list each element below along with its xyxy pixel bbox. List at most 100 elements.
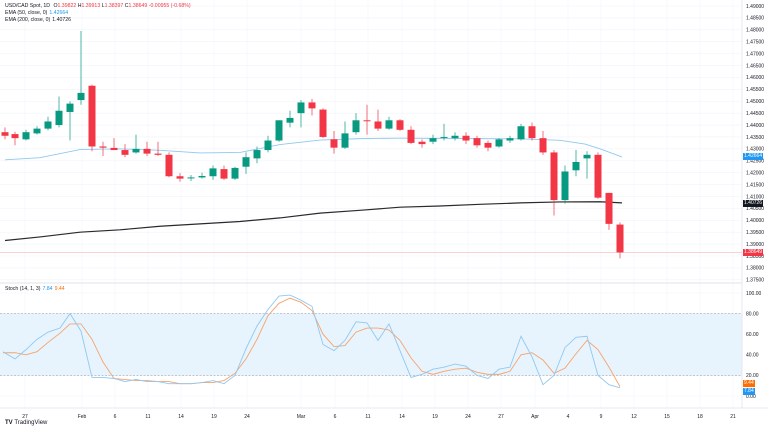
candlestick-series xyxy=(1,31,624,259)
price-tick-label: 1.37500 xyxy=(746,278,764,284)
price-tick-label: 1.41500 xyxy=(746,182,764,188)
candle-body xyxy=(451,135,459,139)
stoch-d-line xyxy=(3,297,621,387)
price-tick-label: 1.40000 xyxy=(746,218,764,224)
candle-body xyxy=(374,121,382,129)
candle-body xyxy=(132,148,140,153)
time-tick-label: 4 xyxy=(567,414,570,420)
candle-body xyxy=(99,146,107,148)
time-tick-label: 24 xyxy=(244,414,250,420)
candle-body xyxy=(264,140,272,151)
ema200-legend[interactable]: EMA (200, close, 0) 1.40726 xyxy=(5,17,71,24)
time-axis[interactable]: 27 Feb 6 11 14 19 24 Mar 6 11 14 19 24 27 Apr 4 9 12 15 18 2… xyxy=(22,414,736,420)
candle-body xyxy=(550,152,558,201)
candle-body xyxy=(396,120,404,130)
price-tick-label: 1.42000 xyxy=(746,170,764,176)
price-tick-label: 1.38500 xyxy=(746,254,764,260)
candle-body xyxy=(275,120,283,141)
candle-body xyxy=(77,92,85,101)
stoch-d-value: 9.44 xyxy=(54,286,65,292)
stoch-k-tag: 7.84 xyxy=(743,388,755,396)
price-tick-label: 1.44500 xyxy=(746,111,764,117)
candle-body xyxy=(33,128,41,134)
price-tick-label: 1.48000 xyxy=(746,28,764,34)
time-tick-label: 6 xyxy=(334,414,337,420)
candle-body xyxy=(517,126,525,140)
stoch-tick-label: 60.00 xyxy=(746,332,759,338)
candle-body xyxy=(22,132,30,140)
ema200-price-tag: 1.40726 xyxy=(743,199,764,207)
time-tick-label: 11 xyxy=(365,414,370,420)
time-tick-label: 24 xyxy=(465,414,471,420)
stoch-legend[interactable]: Stoch (14, 1, 3) 7.84 9.44 xyxy=(5,286,65,293)
price-tick-label: 1.46000 xyxy=(746,75,764,81)
time-tick-label: Apr xyxy=(531,414,539,420)
candle-body xyxy=(385,120,393,129)
candle-body xyxy=(187,177,195,179)
candle-body xyxy=(44,121,52,129)
candle-body xyxy=(231,167,239,179)
candle-body xyxy=(440,136,448,138)
price-tick-label: 1.47000 xyxy=(746,51,764,57)
candle-body xyxy=(154,153,162,155)
candle-body xyxy=(506,138,514,141)
candle-body xyxy=(66,103,74,112)
ema50-value: 1.42664 xyxy=(49,10,69,16)
time-tick-label: 18 xyxy=(697,414,703,420)
stoch-tick-label: 20.00 xyxy=(746,373,759,379)
candle-body xyxy=(308,102,316,109)
stoch-k-line xyxy=(2,294,621,389)
candle-body xyxy=(528,126,536,139)
candle-body xyxy=(242,157,250,167)
ema50-price-tag: 1.42664 xyxy=(743,153,764,161)
candle-body xyxy=(297,102,305,114)
ema200-label: EMA (200, close, 0) xyxy=(5,17,51,23)
candle-body xyxy=(330,139,338,148)
time-tick-label: Feb xyxy=(78,414,87,420)
stoch-overbought-oversold-band xyxy=(0,313,742,376)
price-tick-label: 1.45000 xyxy=(746,99,764,105)
stoch-label: Stoch (14, 1, 3) xyxy=(5,286,41,292)
candle-body xyxy=(198,176,206,178)
price-tick-label: 1.46500 xyxy=(746,63,764,69)
time-tick-label: 11 xyxy=(145,414,150,420)
price-tick-label: 1.43500 xyxy=(746,135,764,141)
stoch-k-value: 7.84 xyxy=(42,286,53,292)
candle-body xyxy=(1,132,9,136)
price-tick-label: 1.45500 xyxy=(746,87,764,93)
tradingview-logo[interactable]: TV TradingView xyxy=(5,420,47,426)
stoch-tick-label: 100.00 xyxy=(746,291,762,297)
last-price-tag: 1.38649 xyxy=(743,248,764,256)
candle-body xyxy=(253,150,261,159)
candle-body xyxy=(121,150,129,155)
tradingview-logo-mark-icon: TV xyxy=(5,420,13,426)
candle-body xyxy=(583,154,591,159)
candle-body xyxy=(55,110,63,126)
candle-body xyxy=(594,154,602,198)
time-tick-label: 19 xyxy=(211,414,217,420)
candle-body xyxy=(319,109,327,137)
ema-200-line xyxy=(4,201,623,242)
candle-body xyxy=(220,169,228,179)
ema50-legend[interactable]: EMA (50, close, 0) 1.42664 xyxy=(5,10,68,17)
time-tick-label: 15 xyxy=(664,414,670,420)
candle-body xyxy=(407,129,415,143)
time-tick-label: 12 xyxy=(631,414,637,420)
candle-body xyxy=(539,138,547,153)
price-tick-label: 1.44000 xyxy=(746,123,764,129)
candle-body xyxy=(495,139,503,147)
candle-body xyxy=(561,171,569,201)
time-tick-label: 27 xyxy=(498,414,504,420)
stoch-d-tag: 9.44 xyxy=(743,379,755,387)
candle-body xyxy=(418,141,426,145)
ohlc-values: O1.39822 H1.39913 L1.38397 C1.38649 -0.0… xyxy=(53,3,191,9)
stoch-tick-label: 40.00 xyxy=(746,353,759,359)
price-tick-label: 1.39000 xyxy=(746,242,764,248)
candle-body xyxy=(209,168,217,177)
candle-body xyxy=(341,133,349,148)
price-axis[interactable]: 1.49000 1.48500 1.48000 1.47500 1.47000 1.465… xyxy=(746,4,764,284)
stoch-axis[interactable]: 100.00 80.00 60.00 40.00 20.00 0.00 xyxy=(746,291,762,400)
symbol-legend[interactable]: USD/CAD Spot, 1D O1.39822 H1.39913 L1.38… xyxy=(5,3,191,10)
price-tick-label: 1.40500 xyxy=(746,206,764,212)
